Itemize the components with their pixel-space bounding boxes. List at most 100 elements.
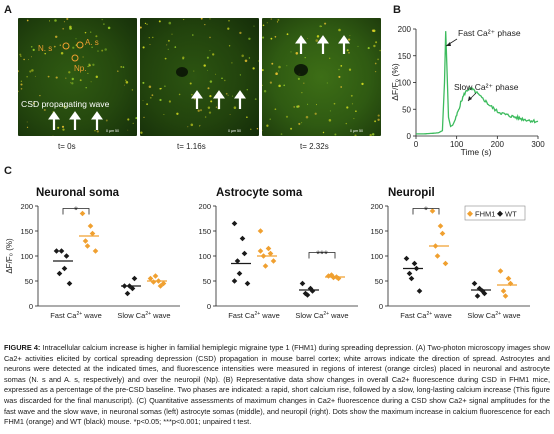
data-point-wt	[63, 253, 70, 259]
micro-image-2: 0 µm 50	[140, 18, 259, 136]
y-tick-label: 100	[20, 252, 33, 261]
data-point-fhm1	[505, 275, 512, 282]
data-point-wt	[416, 288, 423, 294]
data-point-fhm1	[160, 280, 167, 287]
data-point-wt	[236, 270, 243, 277]
legend-fhm1-marker	[467, 210, 473, 217]
fast-phase-arrowhead-icon	[446, 42, 451, 46]
data-point-wt	[231, 220, 238, 227]
legend-wt-label: WT	[505, 210, 517, 219]
y-tick-label: 100	[398, 79, 412, 88]
data-point-wt	[304, 292, 311, 298]
y-tick-label: 50	[25, 277, 33, 286]
significance-bracket	[412, 208, 440, 215]
caption-lead: FIGURE 4:	[4, 343, 41, 352]
category-label: Fast Ca2+ wave	[400, 311, 452, 320]
y-tick-label: 0	[29, 302, 33, 311]
roi-neuron-soma-marker	[62, 42, 70, 50]
label-np: Np.	[74, 64, 86, 73]
data-point-fhm1	[257, 248, 264, 254]
y-tick-label: 150	[370, 227, 383, 236]
legend-wt-marker	[497, 210, 503, 217]
significance-marker: *	[74, 206, 78, 217]
data-point-wt	[244, 280, 251, 287]
data-point-wt	[239, 235, 246, 242]
significance-bracket	[62, 208, 90, 215]
data-point-fhm1	[87, 223, 94, 229]
y-tick-label: 200	[370, 202, 383, 211]
legend-box	[464, 205, 526, 221]
data-point-fhm1	[500, 288, 507, 294]
data-point-wt	[66, 280, 73, 287]
x-tick-label: 0	[414, 140, 419, 149]
y-tick-label: 50	[402, 105, 411, 114]
significance-marker: ***	[316, 250, 328, 261]
data-point-wt	[408, 275, 415, 282]
data-point-wt	[53, 248, 60, 254]
data-point-wt	[131, 275, 138, 282]
chart-title: Neuropil	[388, 187, 435, 199]
data-point-wt	[56, 270, 63, 277]
category-label: Slow Ca2+ wave	[295, 311, 348, 320]
data-point-fhm1	[89, 230, 96, 237]
y-tick-label: 50	[375, 277, 383, 286]
y-tick-label: 0	[379, 302, 383, 311]
x-tick-label: 100	[450, 140, 464, 149]
y-tick-label: 0	[407, 132, 412, 141]
fluorescence-trace	[416, 31, 539, 135]
data-point-fhm1	[147, 275, 154, 282]
data-point-fhm1	[265, 245, 272, 252]
figure-caption: FIGURE 4: Intracellular calcium increase…	[4, 343, 550, 428]
time-label-3: t= 2.32s	[300, 142, 329, 151]
arrow-icons	[295, 35, 350, 54]
y-tick-label: 100	[198, 252, 211, 261]
scatter-group-1: Neuronal soma 0 50 100 150 200 ΔF/F₀ (%) Fast C…	[5, 187, 180, 320]
data-point-wt	[471, 280, 478, 287]
data-point-wt	[124, 290, 131, 297]
data-point-wt	[58, 248, 65, 254]
y-axis-label: ΔF/F₀ (%)	[390, 63, 400, 101]
data-point-fhm1	[79, 210, 86, 217]
data-point-fhm1	[257, 228, 264, 234]
category-label: Fast Ca2+ wave	[228, 311, 280, 320]
y-tick-label: 0	[207, 302, 211, 311]
legend-fhm1-label: FHM1	[475, 210, 495, 219]
scatter-group-2: Astrocyte soma 0 50 100 150 200 Fast Ca2+ wave…	[198, 187, 358, 320]
category-label: Slow Ca2+ wave	[467, 311, 520, 320]
fast-phase-label: Fast Ca²⁺ phase	[458, 28, 521, 38]
data-point-fhm1	[502, 293, 509, 299]
roi-neuropil-marker	[71, 54, 79, 62]
roi-astrocyte-soma-marker	[76, 41, 84, 49]
time-label-2: t= 1.16s	[177, 142, 206, 151]
panel-b-letter: B	[393, 4, 401, 16]
data-point-fhm1	[262, 263, 269, 269]
data-point-fhm1	[82, 238, 89, 244]
data-point-wt	[241, 250, 248, 257]
scalebar: 0 µm 50	[106, 129, 119, 133]
data-point-fhm1	[497, 268, 504, 274]
y-tick-label: 150	[20, 227, 33, 236]
micro-image-1: N. s A. s Np. CSD propagating wave 0 µm …	[18, 18, 137, 136]
data-point-wt	[299, 280, 306, 287]
data-point-wt	[411, 260, 418, 267]
arrow-icons	[191, 90, 246, 109]
y-tick-label: 150	[398, 52, 412, 61]
label-csd-wave: CSD propagating wave	[21, 99, 110, 109]
slow-phase-label: Slow Ca²⁺ phase	[454, 82, 519, 92]
y-tick-label: 200	[198, 202, 211, 211]
chart-title: Astrocyte soma	[216, 187, 303, 199]
panel-c-letter: C	[4, 165, 12, 177]
scalebar: 0 µm 50	[350, 129, 363, 133]
y-tick-label: 50	[203, 277, 211, 286]
micro-image-3: 0 µm 50	[262, 18, 381, 136]
category-label: Slow Ca2+ wave	[117, 311, 170, 320]
data-point-fhm1	[152, 273, 159, 279]
label-n-s: N. s	[38, 44, 52, 53]
data-point-fhm1	[442, 260, 449, 267]
x-tick-label: 200	[491, 140, 505, 149]
category-label: Fast Ca2+ wave	[50, 311, 102, 320]
scalebar: 0 µm 50	[228, 129, 241, 133]
data-point-fhm1	[84, 243, 91, 249]
time-label-1: t= 0s	[58, 142, 76, 151]
data-point-wt	[61, 265, 68, 272]
